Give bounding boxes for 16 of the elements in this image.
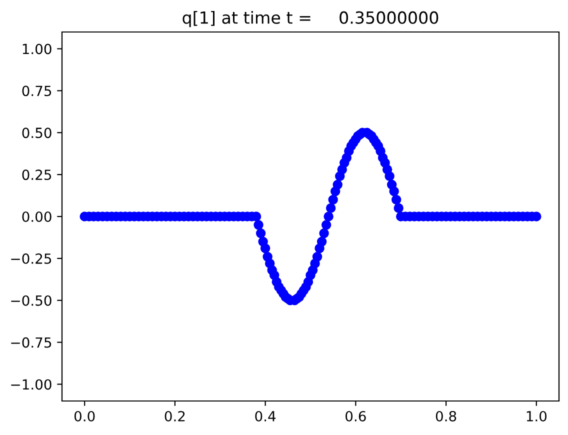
y-tick-label: 0.25	[22, 170, 52, 180]
y-tick-label: −0.75	[11, 337, 52, 348]
y-tick-label: −1.00	[11, 379, 52, 390]
x-tick-label: 0.6	[346, 410, 366, 422]
y-tick-label: −0.50	[11, 295, 52, 306]
x-tick-label: 0.2	[164, 410, 185, 422]
y-tick-label: 0.00	[22, 211, 52, 222]
x-tick-label: 0.8	[436, 410, 456, 422]
y-tick-label: 0.75	[22, 86, 52, 96]
x-tick-label: 0.4	[255, 410, 276, 422]
x-tick-label: 1.0	[526, 410, 547, 422]
y-tick-label: −0.25	[11, 253, 52, 264]
chart-title: q[1] at time t = 0.35000000	[182, 11, 438, 28]
y-tick-label: 1.00	[22, 44, 52, 54]
x-tick-label: 0.0	[74, 410, 95, 422]
y-tick-label: 0.50	[22, 128, 52, 138]
